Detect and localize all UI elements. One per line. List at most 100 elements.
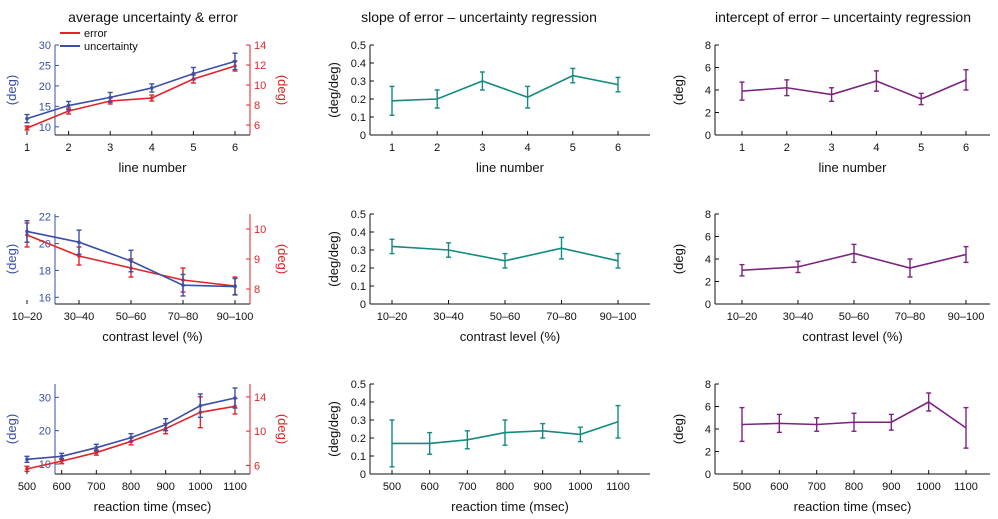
data-point: [59, 454, 64, 459]
x-axis-label: contrast level (%): [460, 329, 560, 344]
y-tick-label: 0: [705, 469, 711, 481]
y-axis-label: (deg): [671, 414, 686, 444]
y-tick-label-right: 10: [254, 224, 266, 236]
y-tick-label: 22: [39, 212, 51, 224]
y-tick-label: 0.3: [351, 76, 366, 88]
y-tick-label: 0.1: [351, 451, 366, 463]
y-tick-label: 0.5: [351, 209, 366, 221]
y-axis-label: (deg): [4, 244, 19, 274]
x-tick-label: 30–40: [783, 311, 814, 323]
data-point: [25, 467, 29, 471]
y-tick-label: 25: [39, 60, 51, 72]
column-title-slope: slope of error – uncertainty regression: [361, 9, 597, 25]
panel-6: 0 2 4 6 8 10–20 30–40 50–60 70–80 90–100 contrast …: [671, 209, 990, 344]
data-point: [77, 240, 81, 245]
y-tick-label-right: 14: [254, 40, 266, 52]
y-tick-label: 30: [39, 40, 51, 52]
x-tick-label: 4: [873, 142, 879, 154]
x-tick-label: 600: [770, 481, 788, 493]
column-title-intercept: intercept of error – uncertainty regress…: [715, 9, 971, 25]
x-tick-label: 90–100: [600, 311, 637, 323]
x-tick-label: 900: [533, 481, 551, 493]
data-point: [94, 445, 99, 450]
y-tick-label: 20: [39, 426, 51, 438]
y-axis-label: (deg): [4, 75, 19, 105]
x-tick-label: 70–80: [895, 311, 926, 323]
data-point: [150, 86, 154, 90]
y-tick-label-right: 6: [254, 460, 260, 472]
data-point: [25, 229, 29, 234]
y-tick-label: 0.2: [351, 94, 366, 106]
series-line-error: [26, 65, 236, 129]
panel-5: 0 0.1 0.2 0.3 0.4 0.5 10–20 30–40 50–60 70–80 90–1…: [326, 209, 650, 344]
y-tick-label-right: 9: [254, 254, 260, 266]
y-axis-label-right: (deg): [275, 75, 290, 105]
y-tick-label: 0: [360, 469, 366, 481]
x-tick-label: 3: [829, 142, 835, 154]
y-tick-label: 0.1: [351, 112, 366, 124]
y-tick-label: 30: [39, 392, 51, 404]
data-point: [191, 71, 196, 76]
x-axis-label: line number: [119, 160, 188, 175]
y-axis-label-right: (deg): [275, 414, 290, 444]
y-tick-label: 6: [705, 232, 711, 244]
x-tick-label: 2: [434, 142, 440, 154]
x-tick-label: 50–60: [116, 311, 147, 323]
x-tick-label: 30–40: [433, 311, 464, 323]
y-tick-label: 0.2: [351, 433, 366, 445]
x-tick-label: 1000: [916, 481, 940, 493]
y-axis-label: (deg/deg): [326, 231, 341, 287]
x-tick-label: 1100: [223, 481, 247, 493]
y-tick-label: 0: [705, 299, 711, 311]
y-tick-label-right: 8: [254, 100, 260, 112]
y-tick-label-right: 8: [254, 284, 260, 296]
x-tick-label: 800: [122, 481, 140, 493]
x-axis-label: line number: [476, 160, 545, 175]
y-tick-label: 0.5: [351, 379, 366, 391]
y-tick-label-right: 10: [254, 426, 266, 438]
series-line-uncertainty: [26, 60, 236, 120]
x-tick-label: 5: [570, 142, 576, 154]
x-axis-label: contrast level (%): [802, 329, 902, 344]
x-tick-label: 70–80: [168, 311, 199, 323]
y-tick-label: 0: [705, 130, 711, 142]
data-point: [25, 116, 29, 121]
x-tick-label: 5: [190, 142, 196, 154]
x-axis-label: line number: [819, 160, 888, 175]
data-point: [25, 126, 29, 130]
data-point: [129, 259, 133, 263]
x-tick-label: 5: [918, 142, 924, 154]
x-axis-label: reaction time (msec): [451, 499, 569, 514]
x-tick-label: 30–40: [64, 311, 95, 323]
data-point: [198, 403, 203, 408]
y-tick-label: 0: [360, 130, 366, 142]
y-tick-label: 8: [705, 379, 711, 391]
x-tick-label: 4: [525, 142, 531, 154]
panel-2: 0 0.1 0.2 0.3 0.4 0.5 1 2 3 4 5 6 line number (deg/de…: [326, 40, 650, 175]
data-point: [233, 59, 237, 64]
data-point: [108, 95, 112, 100]
x-tick-label: 1000: [188, 481, 212, 493]
y-tick-label: 8: [705, 209, 711, 221]
data-point: [233, 284, 237, 289]
x-tick-label: 1: [389, 142, 395, 154]
data-point: [59, 459, 64, 463]
y-tick-label: 18: [39, 265, 51, 277]
x-tick-label: 2: [784, 142, 790, 154]
x-tick-label: 4: [149, 142, 155, 154]
x-tick-label: 10–20: [377, 311, 408, 323]
y-tick-label: 0.4: [351, 58, 366, 70]
x-tick-label: 90–100: [948, 311, 985, 323]
y-axis-label-right: (deg): [275, 244, 290, 274]
y-axis-label: (deg): [671, 244, 686, 274]
y-axis-label: (deg/deg): [326, 401, 341, 457]
y-tick-label: 0.3: [351, 415, 366, 427]
x-tick-label: 6: [615, 142, 621, 154]
x-tick-label: 6: [963, 142, 969, 154]
x-tick-label: 800: [496, 481, 514, 493]
x-tick-label: 1: [739, 142, 745, 154]
y-tick-label: 4: [705, 85, 711, 97]
